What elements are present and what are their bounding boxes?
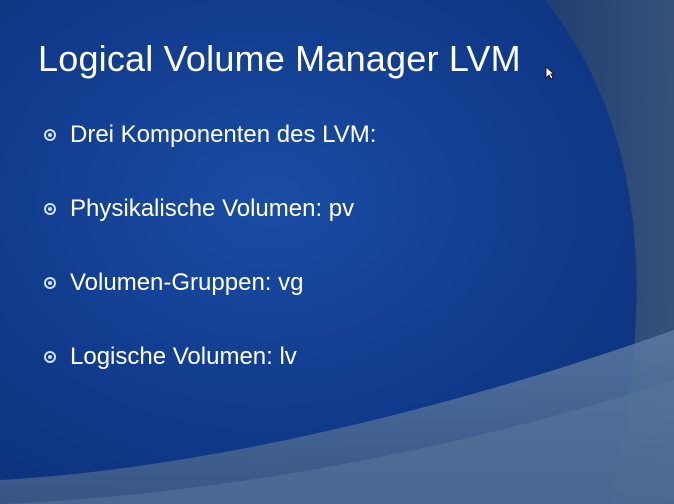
bullet-text: Drei Komponenten des LVM: <box>70 121 377 148</box>
bullet-circle-icon <box>44 277 56 289</box>
mouse-cursor-icon <box>545 66 555 80</box>
bullet-item: Drei Komponenten des LVM: <box>44 118 376 192</box>
bullet-text: Physikalische Volumen: pv <box>70 195 355 222</box>
bullet-circle-icon <box>44 203 56 215</box>
slide-title: Logical Volume Manager LVM <box>38 38 521 79</box>
bullet-item: Physikalische Volumen: pv <box>44 192 376 266</box>
bullet-item: Volumen-Gruppen: vg <box>44 266 376 340</box>
bullet-list: Drei Komponenten des LVM: Physikalische … <box>44 118 376 414</box>
bullet-circle-icon <box>44 129 56 141</box>
bullet-text: Logische Volumen: lv <box>70 343 297 370</box>
bullet-circle-icon <box>44 351 56 363</box>
bullet-item: Logische Volumen: lv <box>44 340 376 414</box>
bullet-text: Volumen-Gruppen: vg <box>70 269 304 296</box>
